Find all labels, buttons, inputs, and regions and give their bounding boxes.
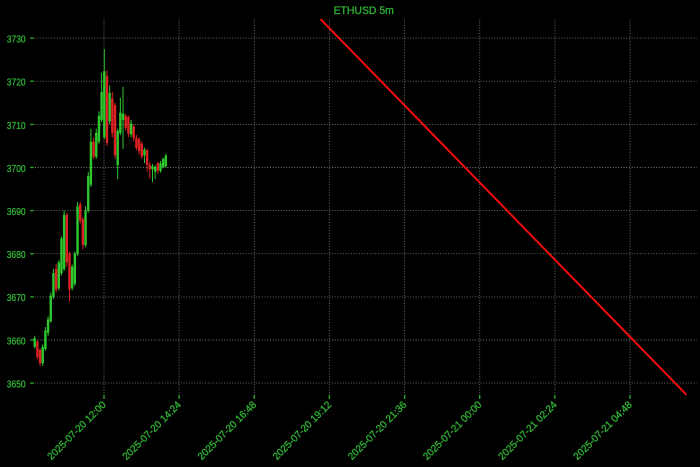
svg-text:3700: 3700 bbox=[7, 164, 26, 175]
svg-text:ETHUSD 5m: ETHUSD 5m bbox=[334, 5, 394, 17]
svg-text:3670: 3670 bbox=[7, 293, 26, 304]
svg-text:3720: 3720 bbox=[7, 78, 26, 89]
svg-text:3690: 3690 bbox=[7, 207, 26, 218]
svg-text:3680: 3680 bbox=[7, 250, 26, 261]
svg-text:3730: 3730 bbox=[7, 35, 26, 46]
svg-text:3650: 3650 bbox=[7, 380, 26, 391]
svg-text:3660: 3660 bbox=[7, 336, 26, 347]
svg-text:3710: 3710 bbox=[7, 121, 26, 132]
